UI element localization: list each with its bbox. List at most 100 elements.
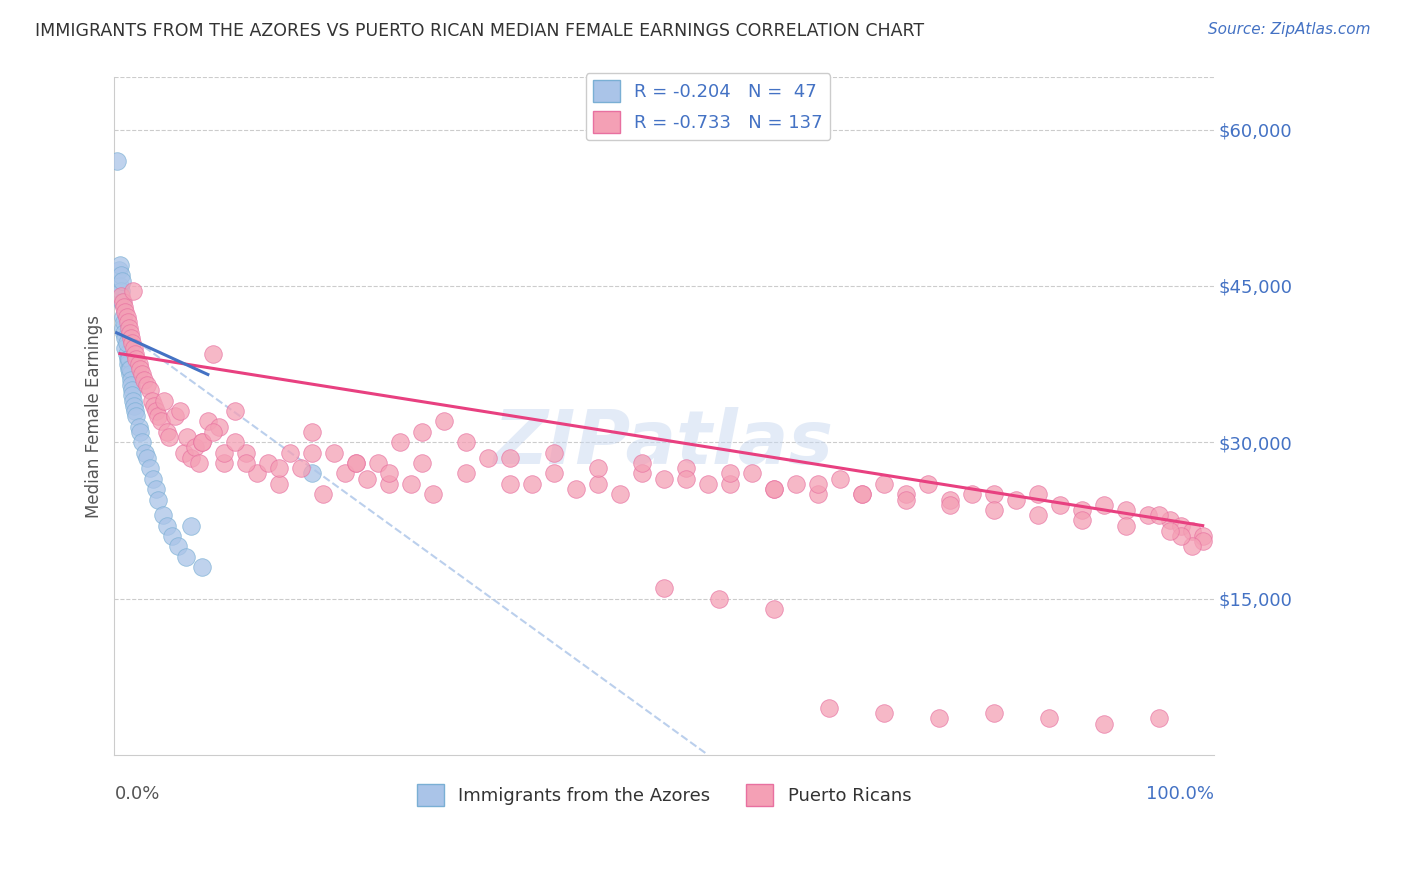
Point: [111, 274, 134, 288]
Y-axis label: Median Female Earnings: Median Female Earnings: [86, 315, 103, 517]
Point: [477, 450, 499, 465]
Point: [762, 482, 785, 496]
Point: [631, 467, 654, 481]
Point: [188, 456, 211, 470]
Point: [675, 461, 697, 475]
Point: [120, 331, 142, 345]
Point: [183, 441, 205, 455]
Point: [180, 450, 202, 465]
Point: [122, 284, 145, 298]
Point: [121, 383, 143, 397]
Point: [112, 326, 135, 340]
Point: [278, 445, 301, 459]
Point: [983, 487, 1005, 501]
Point: [301, 425, 323, 439]
Point: [128, 419, 150, 434]
Point: [143, 399, 166, 413]
Point: [894, 492, 917, 507]
Point: [367, 456, 389, 470]
Point: [675, 472, 697, 486]
Point: [117, 315, 139, 329]
Point: [118, 362, 141, 376]
Text: 0.0%: 0.0%: [114, 785, 160, 803]
Point: [344, 456, 367, 470]
Point: [148, 492, 170, 507]
Point: [718, 467, 741, 481]
Point: [115, 310, 138, 325]
Point: [132, 373, 155, 387]
Point: [499, 450, 522, 465]
Point: [807, 477, 830, 491]
Point: [520, 477, 543, 491]
Point: [652, 581, 675, 595]
Point: [983, 706, 1005, 721]
Point: [873, 477, 896, 491]
Point: [110, 268, 132, 283]
Point: [1147, 711, 1170, 725]
Point: [235, 445, 257, 459]
Point: [156, 425, 179, 439]
Point: [112, 310, 135, 325]
Point: [136, 378, 159, 392]
Point: [173, 445, 195, 459]
Point: [807, 487, 830, 501]
Point: [112, 294, 135, 309]
Point: [851, 487, 873, 501]
Point: [118, 351, 141, 366]
Point: [124, 404, 146, 418]
Point: [741, 467, 763, 481]
Point: [128, 425, 150, 439]
Point: [269, 477, 291, 491]
Point: [128, 362, 150, 376]
Point: [174, 549, 197, 564]
Point: [1038, 711, 1060, 725]
Point: [609, 487, 631, 501]
Point: [378, 477, 401, 491]
Point: [312, 487, 335, 501]
Point: [138, 461, 160, 475]
Point: [456, 435, 478, 450]
Point: [114, 305, 136, 319]
Point: [131, 435, 153, 450]
Point: [108, 279, 131, 293]
Point: [1026, 487, 1049, 501]
Point: [411, 425, 433, 439]
Point: [939, 498, 962, 512]
Point: [224, 435, 246, 450]
Point: [1070, 503, 1092, 517]
Point: [124, 346, 146, 360]
Point: [389, 435, 412, 450]
Point: [399, 477, 422, 491]
Point: [1115, 518, 1137, 533]
Point: [180, 518, 202, 533]
Point: [785, 477, 807, 491]
Point: [191, 435, 214, 450]
Point: [1136, 508, 1159, 523]
Point: [122, 342, 145, 356]
Point: [128, 357, 150, 371]
Point: [134, 445, 156, 459]
Point: [110, 284, 132, 298]
Point: [114, 342, 136, 356]
Point: [141, 393, 163, 408]
Point: [873, 706, 896, 721]
Point: [1181, 540, 1204, 554]
Point: [142, 472, 165, 486]
Point: [214, 456, 236, 470]
Point: [894, 487, 917, 501]
Point: [202, 425, 225, 439]
Text: IMMIGRANTS FROM THE AZORES VS PUERTO RICAN MEDIAN FEMALE EARNINGS CORRELATION CH: IMMIGRANTS FROM THE AZORES VS PUERTO RIC…: [35, 22, 924, 40]
Point: [1115, 503, 1137, 517]
Point: [145, 482, 167, 496]
Point: [707, 591, 730, 606]
Point: [697, 477, 720, 491]
Point: [422, 487, 444, 501]
Point: [1147, 508, 1170, 523]
Point: [1092, 498, 1115, 512]
Point: [224, 404, 246, 418]
Point: [114, 331, 136, 345]
Point: [153, 393, 176, 408]
Text: ZIPatlas: ZIPatlas: [494, 407, 834, 480]
Point: [131, 368, 153, 382]
Point: [110, 289, 132, 303]
